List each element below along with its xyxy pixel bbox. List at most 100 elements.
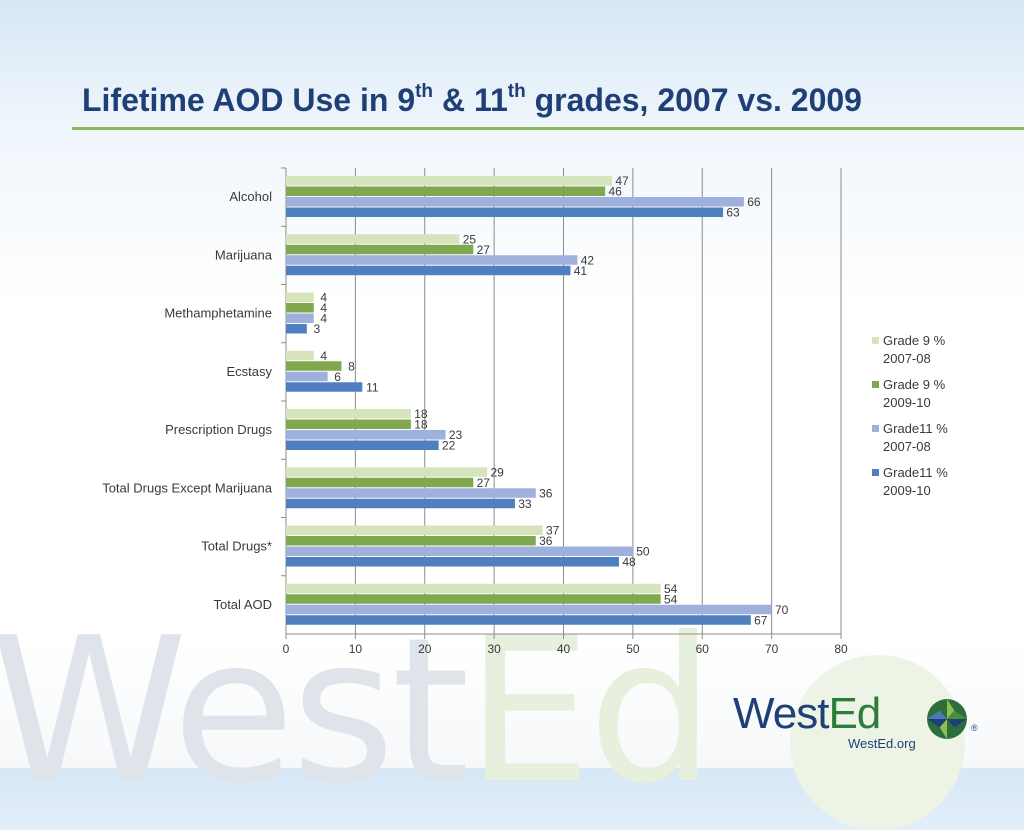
bar [286,303,314,313]
category-label: Alcohol [229,189,272,204]
bar [286,292,314,302]
category-label: Ecstasy [226,364,272,379]
title-part-b: & 11 [433,82,508,118]
data-label: 11 [366,380,379,394]
x-tick-label: 40 [557,642,571,656]
bar [286,583,661,594]
category-label: Total Drugs Except Marijuana [102,480,273,495]
data-label: 36 [539,534,553,548]
x-tick-label: 30 [487,642,501,656]
registered-mark: ® [971,723,978,733]
data-label: 42 [581,253,595,267]
category-label: Marijuana [215,247,273,262]
data-label: 18 [414,407,428,421]
bar [286,186,606,196]
x-tick-label: 60 [696,642,710,656]
data-label: 36 [539,486,553,500]
bar [286,265,571,276]
bar [286,382,363,392]
title-sup-1: th [415,81,434,102]
x-tick-label: 50 [626,642,640,656]
bar [286,244,474,255]
bar [286,477,474,488]
data-label: 41 [574,264,588,278]
bar [286,176,613,186]
category-label: Total AOD [213,597,272,612]
wested-logo[interactable]: WestEd ® WestEd.org [733,689,983,755]
bar [286,324,307,334]
legend-swatch [872,425,879,432]
data-label: 46 [608,185,622,199]
chart-legend: Grade 9 % 2007-08 Grade 9 % 2009-10 Grade1… [872,332,982,508]
bar [286,430,446,440]
title-underline [72,127,1024,130]
data-label: 70 [775,603,789,617]
bar [286,197,744,207]
data-label: 67 [754,613,768,627]
bar [286,467,488,477]
logo-url: WestEd.org [848,736,916,751]
title-part-c: grades, 2007 vs. 2009 [525,82,862,118]
data-label: 54 [664,582,678,596]
bar [286,546,633,556]
bar [286,594,661,604]
legend-label: Grade11 % 2007-08 [883,421,948,454]
bar [286,488,536,498]
legend-label: Grade11 % 2009-10 [883,465,948,498]
bar [286,557,619,567]
data-label: 29 [491,465,505,479]
x-tick-label: 80 [834,642,848,656]
x-tick-label: 20 [418,642,432,656]
bar [286,440,439,450]
bar [286,350,314,361]
bar [286,255,578,265]
bar [286,604,772,615]
data-label: 27 [477,243,491,257]
bar [286,234,460,244]
data-label: 48 [622,555,636,569]
data-label: 4 [320,349,327,363]
bar [286,361,342,371]
data-label: 25 [463,232,477,246]
data-label: 4 [320,301,327,315]
data-label: 50 [636,545,650,559]
legend-swatch [872,381,879,388]
legend-item: Grade11 % 2007-08 [872,420,982,456]
data-label: 6 [334,370,341,384]
data-label: 4 [320,291,327,305]
data-label: 66 [747,195,761,209]
data-label: 18 [414,418,428,432]
bar [286,419,411,429]
data-label: 54 [664,592,678,606]
category-label: Prescription Drugs [165,422,272,437]
bar [286,498,515,509]
legend-item: Grade11 % 2009-10 [872,464,982,500]
legend-item: Grade 9 % 2007-08 [872,332,982,368]
legend-item: Grade 9 % 2009-10 [872,376,982,412]
data-label: 27 [477,476,491,490]
data-label: 33 [518,497,532,511]
bar [286,615,751,625]
globe-icon [927,699,967,739]
legend-swatch [872,337,879,344]
x-tick-label: 70 [765,642,779,656]
bar [286,525,543,535]
legend-label: Grade 9 % 2007-08 [883,333,946,366]
data-label: 22 [442,439,456,453]
category-label: Methamphetamine [164,306,272,321]
bar [286,536,536,546]
legend-swatch [872,469,879,476]
bar [286,409,411,419]
data-label: 63 [726,206,740,220]
x-tick-label: 10 [349,642,363,656]
bar [286,207,724,217]
x-tick-label: 0 [283,642,290,656]
logo-wordmark: WestEd [733,689,881,738]
data-label: 4 [320,312,327,326]
data-label: 47 [615,174,629,188]
bar [286,313,314,323]
title-part-a: Lifetime AOD Use in 9 [82,82,416,118]
data-label: 37 [546,524,560,538]
bar [286,371,328,382]
bar-chart: 0 10 20 30 40 50 60 70 80Alcohol47466663Marijuan… [102,167,848,656]
